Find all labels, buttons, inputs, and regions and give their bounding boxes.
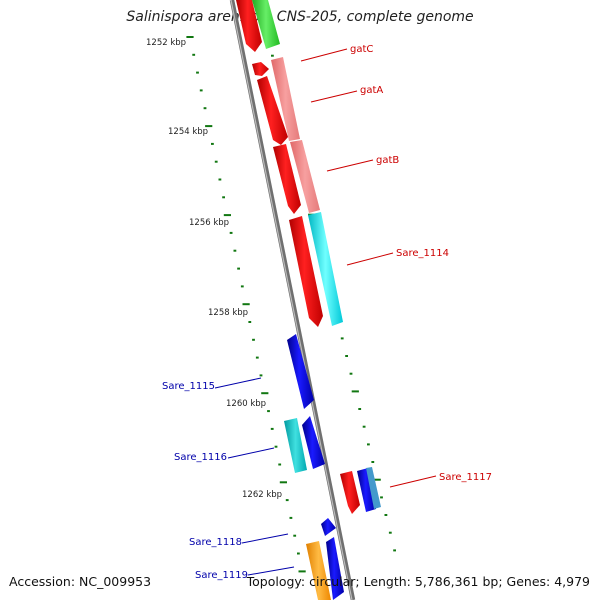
label-Sare_1117[interactable]: Sare_1117: [439, 472, 492, 483]
cds-Sare_1118[interactable]: [321, 518, 336, 536]
genome-backbone: [229, 0, 356, 600]
cds-Sare_1115[interactable]: [287, 334, 314, 409]
leader-Sare_1114: [346, 252, 394, 266]
scale-label-1260: 1260 kbp: [226, 399, 266, 409]
leader-gatA: [310, 90, 358, 103]
leader-Sare_1116: [227, 447, 275, 459]
scale-label-1256: 1256 kbp: [189, 218, 229, 228]
gene-feature-cyan-Sare_1117[interactable]: [366, 467, 381, 509]
gene-feature-green-top[interactable]: [252, 0, 280, 49]
gene-feature-pink-gatC[interactable]: [271, 57, 300, 141]
label-Sare_1119[interactable]: Sare_1119: [195, 570, 248, 581]
scale-label-1258: 1258 kbp: [208, 308, 248, 318]
scale-label-1254: 1254 kbp: [168, 127, 208, 137]
scale-label-1262: 1262 kbp: [242, 490, 282, 500]
cds-gatB[interactable]: [273, 144, 301, 214]
cds-gatC[interactable]: [252, 62, 269, 76]
gene-feature-cyan-Sare_1114[interactable]: [308, 212, 343, 326]
label-gatA[interactable]: gatA: [360, 85, 383, 96]
label-Sare_1118[interactable]: Sare_1118: [189, 537, 242, 548]
label-Sare_1115[interactable]: Sare_1115: [162, 381, 215, 392]
cds-feature-top[interactable]: [236, 0, 262, 52]
cds-Sare_1117-reverse[interactable]: [357, 468, 376, 512]
label-gatB[interactable]: gatB: [376, 155, 399, 166]
label-Sare_1114[interactable]: Sare_1114: [396, 248, 449, 259]
leader-Sare_1115: [214, 377, 262, 389]
cds-Sare_1117-forward[interactable]: [340, 471, 360, 514]
leader-Sare_1119: [247, 566, 295, 576]
genome-summary-text: Topology: circular; Length: 5,786,361 bp…: [246, 574, 590, 589]
genome-backbone-highlight: [230, 0, 353, 600]
leader-gatB: [326, 159, 374, 172]
cds-Sare_1116[interactable]: [302, 416, 325, 469]
leader-Sare_1118: [241, 533, 289, 544]
tick-track-left: [186, 36, 306, 573]
scale-label-1252: 1252 kbp: [146, 38, 186, 48]
map-title: Salinispora arenicola CNS-205, complete …: [126, 9, 474, 25]
label-Sare_1116[interactable]: Sare_1116: [174, 452, 227, 463]
label-gatC[interactable]: gatC: [350, 44, 373, 55]
cds-Sare_1114[interactable]: [289, 216, 323, 327]
leader-gatC: [300, 48, 348, 62]
gene-feature-pink-gatB[interactable]: [290, 140, 320, 213]
accession-text: Accession: NC_009953: [9, 574, 152, 589]
gene-feature-orange-Sare_1119[interactable]: [306, 541, 331, 600]
cds-gatA[interactable]: [257, 76, 288, 145]
gene-feature-teal-Sare_1116[interactable]: [284, 418, 307, 473]
leader-Sare_1117: [389, 475, 437, 488]
cds-Sare_1119[interactable]: [326, 537, 344, 600]
